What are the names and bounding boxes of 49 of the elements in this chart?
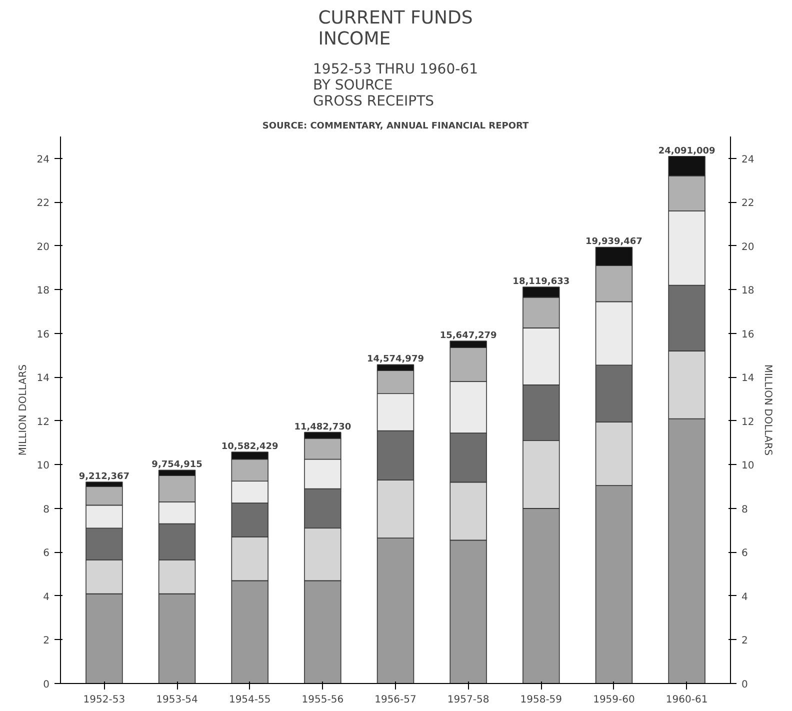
- y2-tick-label: 14: [742, 373, 754, 384]
- chart-title: CURRENT FUNDS INCOME: [318, 8, 473, 50]
- x-tick-label: 1954-55: [228, 694, 271, 706]
- annotation: 10,582,429: [221, 442, 278, 452]
- y-tick-label: 14: [36, 373, 50, 384]
- x-tick-label: 1957-58: [447, 694, 490, 706]
- y2-tick-label: 10: [742, 460, 754, 472]
- annotation: 14,574,979: [367, 354, 424, 365]
- annotation: 15,647,279: [440, 331, 497, 342]
- annotation: 24,091,009: [658, 146, 716, 156]
- y-tick-label: 20: [36, 242, 50, 253]
- chart-subtitle: 1952-53 THRU 1960-61 BY SOURCE GROSS RECEIPTS: [313, 62, 478, 110]
- y2-tick-label: 4: [742, 592, 748, 603]
- x-tick-label: 1958-59: [520, 694, 562, 706]
- x-tick-label: 1959-60: [593, 694, 635, 706]
- y-tick-label: 12: [36, 416, 50, 428]
- y2-tick-label: 0: [742, 680, 748, 690]
- x-tick-label: 1953-54: [156, 694, 198, 706]
- y-tick-label: 8: [43, 504, 50, 516]
- y2-tick-label: 8: [742, 504, 748, 516]
- source-note: SOURCE: COMMENTARY, ANNUAL FINANCIAL REPORT: [262, 122, 530, 132]
- y2-tick-label: 2: [742, 636, 748, 647]
- y-tick-label: 0: [43, 680, 50, 690]
- annotation: 19,939,467: [586, 237, 642, 248]
- x-tick-label: 1956-57: [374, 694, 416, 706]
- y-tick-label: 10: [36, 460, 50, 472]
- y2-tick-label: 6: [742, 548, 748, 560]
- annotation: 18,119,633: [512, 277, 570, 288]
- y2-tick-label: 22: [742, 198, 754, 210]
- y2-tick-label: 24: [742, 154, 754, 166]
- y-tick-label: 18: [36, 286, 50, 297]
- x-tick-label: 1952-53: [83, 694, 126, 706]
- x-tick-label: 1955-56: [302, 694, 344, 706]
- y-tick-label: 16: [36, 329, 50, 340]
- y-tick-label: 22: [36, 198, 50, 210]
- y-tick-label: 2: [43, 636, 50, 647]
- annotation: 11,482,730: [294, 422, 352, 432]
- annotation: 9,754,915: [152, 460, 202, 470]
- y2-tick-label: 18: [742, 286, 754, 297]
- y2-axis-title: MILLION DOLLARS: [762, 364, 774, 456]
- annotation: 9,212,367: [78, 472, 130, 482]
- y-tick-label: 24: [36, 154, 50, 166]
- y2-tick-label: 12: [742, 416, 754, 428]
- y-tick-label: 6: [43, 548, 50, 560]
- x-tick-label: 1960-61: [666, 694, 708, 706]
- y-axis-title: MILLION DOLLARS: [18, 364, 29, 456]
- y2-tick-label: 16: [742, 329, 754, 340]
- y2-tick-label: 20: [742, 242, 754, 253]
- y-tick-label: 4: [43, 592, 50, 603]
